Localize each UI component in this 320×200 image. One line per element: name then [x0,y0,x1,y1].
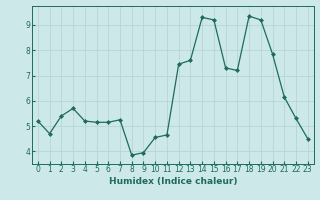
X-axis label: Humidex (Indice chaleur): Humidex (Indice chaleur) [108,177,237,186]
